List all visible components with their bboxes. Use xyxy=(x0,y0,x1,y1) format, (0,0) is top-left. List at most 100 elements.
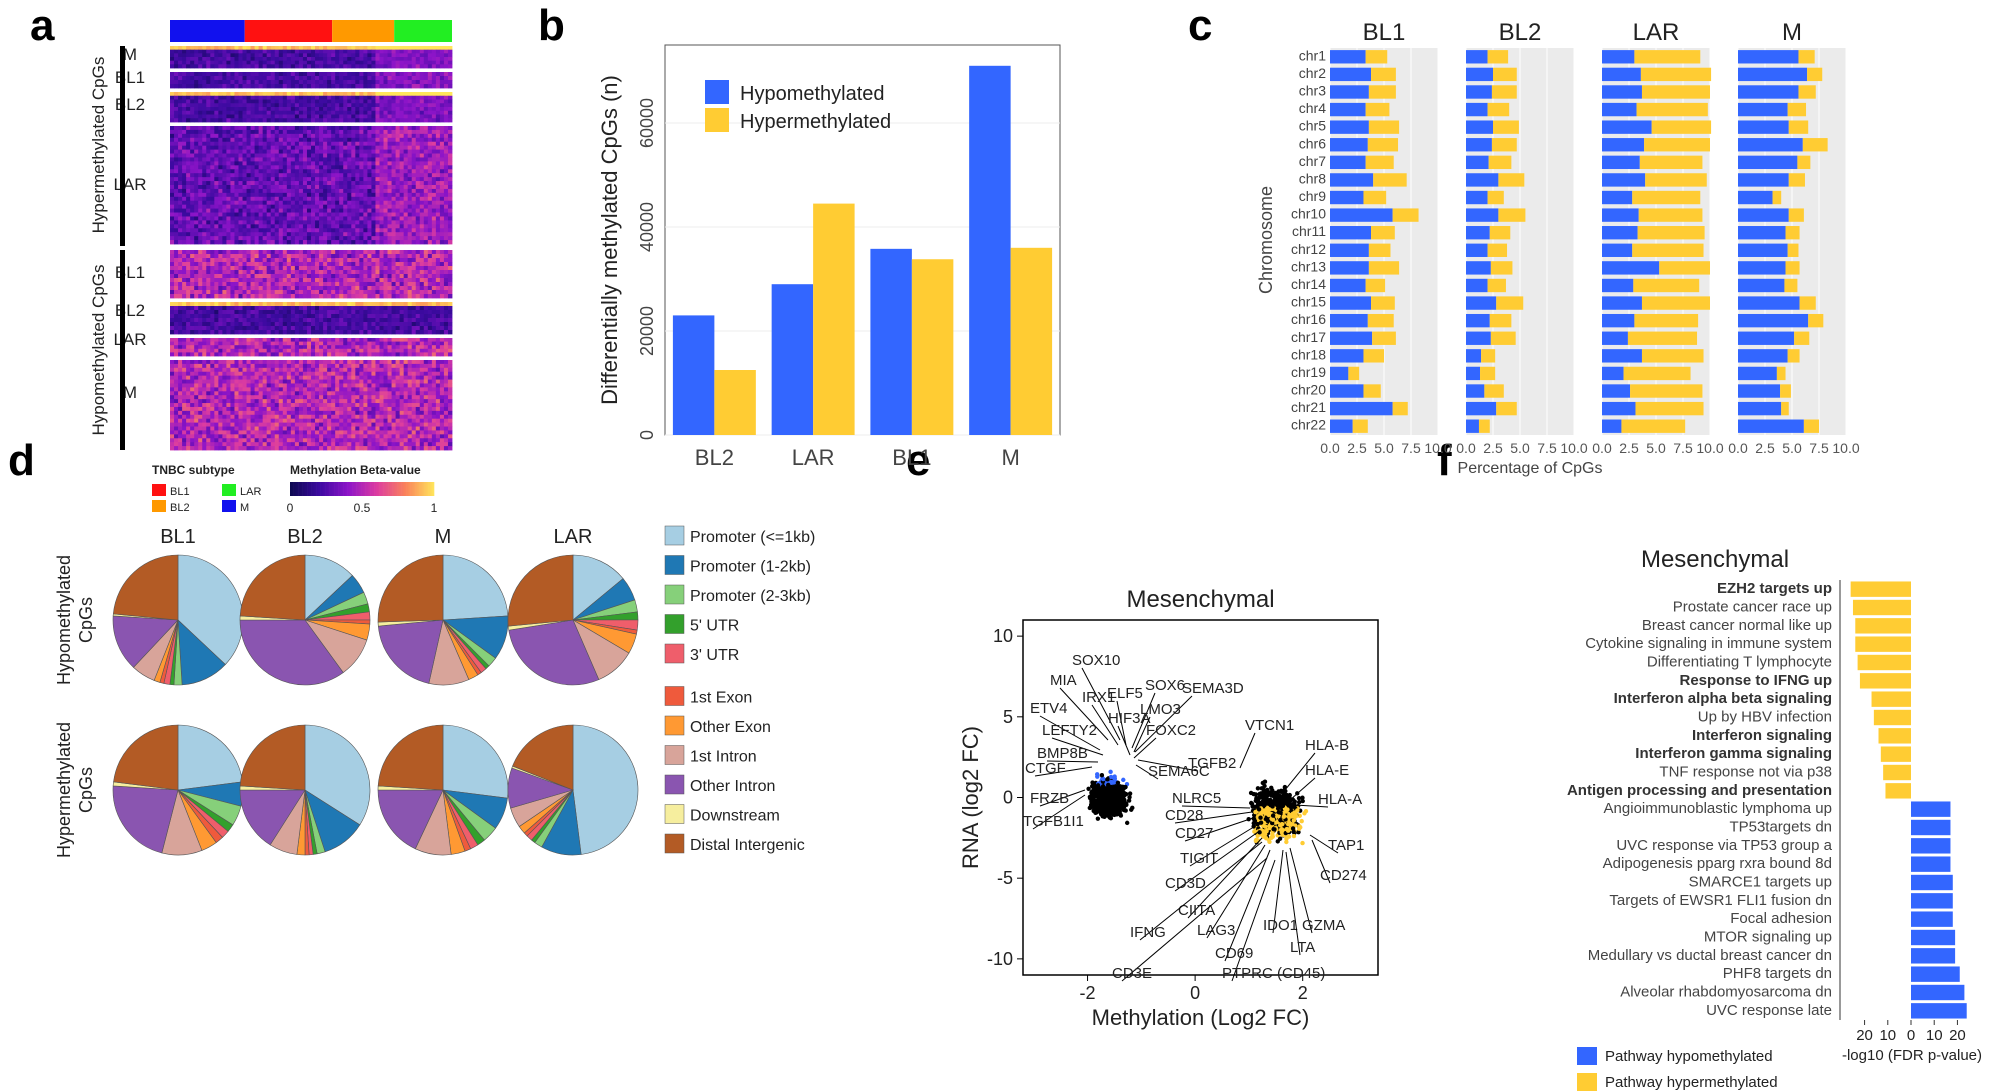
heatmap-cell xyxy=(186,232,191,237)
heatmap-cell xyxy=(306,173,312,178)
heatmap-cell xyxy=(359,266,364,271)
heatmap-cell xyxy=(423,212,429,217)
heatmap-cell xyxy=(242,185,247,190)
heatmap-cell xyxy=(238,236,243,241)
heatmap-cell xyxy=(335,126,340,131)
heatmap-cell xyxy=(383,326,388,331)
heatmap-cell xyxy=(186,341,191,346)
heatmap-cell xyxy=(359,274,364,279)
heatmap-cell xyxy=(443,266,449,271)
heatmap-cell xyxy=(230,57,235,62)
heatmap-cell xyxy=(319,177,324,182)
heatmap-cell xyxy=(282,126,288,131)
heatmap-cell xyxy=(435,95,441,100)
heatmap-cell xyxy=(222,145,227,150)
heatmap-cell xyxy=(367,310,372,315)
heatmap-cell xyxy=(447,310,453,315)
heatmap-cell xyxy=(222,57,227,62)
heatmap-cell xyxy=(198,84,203,89)
heatmap-cell xyxy=(391,118,396,123)
heatmap-cell xyxy=(242,173,247,178)
heatmap-cell xyxy=(415,149,421,154)
heatmap-cell xyxy=(355,149,360,154)
heatmap-cell xyxy=(355,188,360,194)
heatmap-cell xyxy=(298,129,304,135)
heatmap-cell xyxy=(274,49,280,54)
heatmap-cell xyxy=(278,185,284,190)
heatmap-cell xyxy=(206,161,211,166)
heatmap-cell xyxy=(323,290,328,295)
heatmap-cell xyxy=(367,200,372,206)
heatmap-cell xyxy=(262,92,268,97)
heatmap-cell xyxy=(182,137,187,143)
heatmap-cell xyxy=(431,228,437,233)
heatmap-cell xyxy=(250,232,255,237)
heatmap-cell xyxy=(278,228,284,233)
heatmap-cell xyxy=(170,177,175,182)
heatmap-cell xyxy=(399,224,405,229)
heatmap-cell xyxy=(395,200,401,206)
heatmap-cell xyxy=(278,188,284,194)
heatmap-cell xyxy=(447,341,453,346)
heatmap-cell xyxy=(214,49,219,54)
heatmap-cell xyxy=(182,57,187,62)
heatmap-cell xyxy=(222,200,227,206)
heatmap-cell xyxy=(194,278,199,283)
heatmap-cell xyxy=(278,46,284,51)
heatmap-cell xyxy=(278,262,284,267)
heatmap-cell xyxy=(439,161,445,166)
heatmap-cell xyxy=(311,338,316,342)
heatmap-cell xyxy=(379,266,384,271)
heatmap-cell xyxy=(274,266,280,271)
heatmap-cell xyxy=(290,107,296,112)
heatmap-cell xyxy=(407,306,413,311)
heatmap-cell xyxy=(238,330,243,335)
heatmap-cell xyxy=(443,212,449,217)
heatmap-cell xyxy=(238,153,243,158)
heatmap-cell xyxy=(383,157,388,162)
heatmap-cell xyxy=(411,80,417,85)
heatmap-cell xyxy=(323,240,328,245)
heatmap-cell xyxy=(230,118,235,123)
heatmap-cell xyxy=(419,177,425,182)
heatmap-cell xyxy=(298,60,304,65)
heatmap-cell xyxy=(254,137,260,143)
heatmap-cell xyxy=(234,266,239,271)
heatmap-cell xyxy=(182,282,187,287)
heatmap-cell xyxy=(194,341,199,346)
heatmap-cell xyxy=(403,286,409,291)
heatmap-cell xyxy=(447,185,453,190)
heatmap-cell xyxy=(238,76,243,81)
heatmap-cell xyxy=(395,137,401,143)
heatmap-cell xyxy=(431,188,437,194)
heatmap-cell xyxy=(339,153,344,158)
heatmap-cell xyxy=(274,169,280,174)
heatmap-cell xyxy=(439,133,445,139)
heatmap-cell xyxy=(230,153,235,158)
heatmap-cell xyxy=(250,157,255,162)
heatmap-cell xyxy=(407,192,413,198)
heatmap-cell xyxy=(194,95,199,100)
heatmap-cell xyxy=(407,326,413,331)
heatmap-cell xyxy=(286,169,292,174)
heatmap-block xyxy=(170,250,453,299)
heatmap-cell xyxy=(282,157,288,162)
heatmap-cell xyxy=(246,110,251,115)
heatmap-cell xyxy=(347,318,352,323)
heatmap-cell xyxy=(399,192,405,198)
heatmap-cell xyxy=(286,72,292,77)
heatmap-cell xyxy=(246,306,251,311)
heatmap-cell xyxy=(198,220,203,225)
heatmap-cell xyxy=(447,165,453,170)
heatmap-cell xyxy=(415,290,421,295)
heatmap-cell xyxy=(214,118,219,123)
heatmap-cell xyxy=(210,99,215,104)
heatmap-cell xyxy=(302,282,308,287)
heatmap-cell xyxy=(194,212,199,217)
heatmap-cell xyxy=(174,228,179,233)
heatmap-cell xyxy=(351,114,356,119)
heatmap-cell xyxy=(218,129,223,135)
heatmap-cell xyxy=(182,212,187,217)
heatmap-cell xyxy=(443,192,449,198)
heatmap-cell xyxy=(186,262,191,267)
